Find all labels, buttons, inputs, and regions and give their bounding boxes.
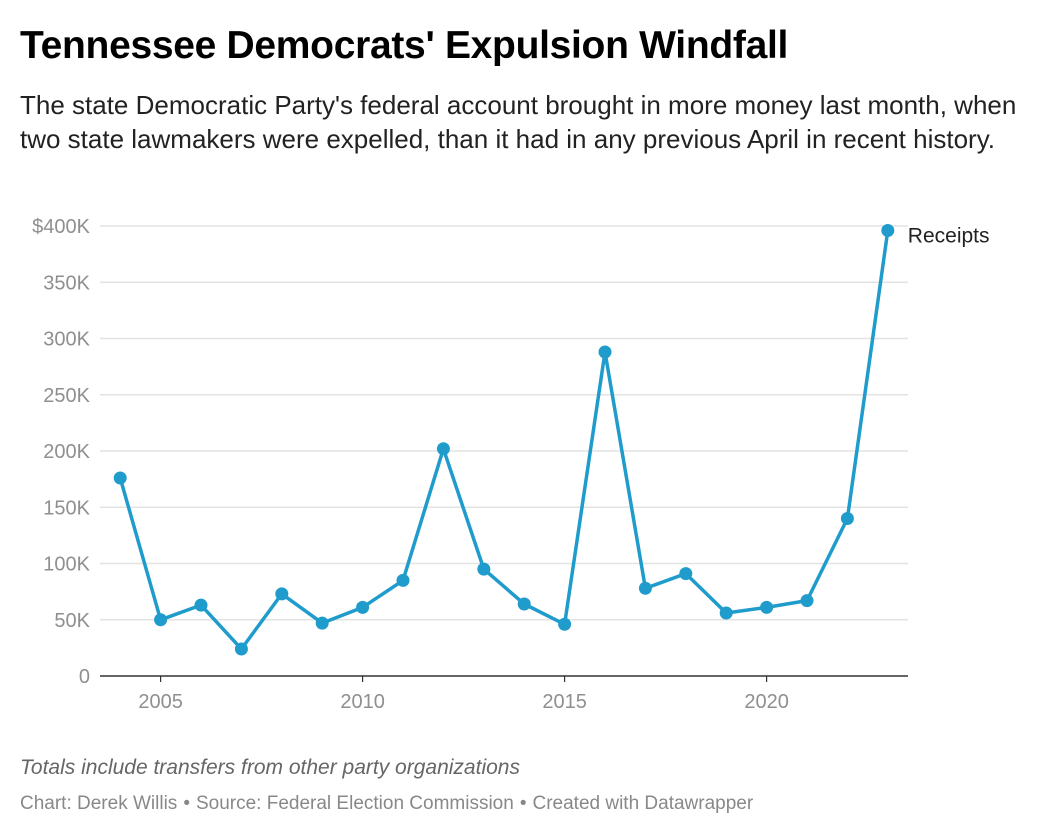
data-point <box>315 616 329 630</box>
y-tick-label: 0 <box>79 666 90 688</box>
data-point <box>194 598 208 612</box>
chart-note: Totals include transfers from other part… <box>20 756 520 779</box>
data-point <box>477 562 491 576</box>
credit-source: Source: Federal Election Commission <box>195 793 514 814</box>
credit-author: Chart: Derek Willis <box>20 793 178 814</box>
chart-subtitle: The state Democratic Party's federal acc… <box>20 90 1017 154</box>
y-tick-label: 250K <box>43 385 90 407</box>
data-point <box>679 567 693 581</box>
data-point <box>558 617 572 631</box>
y-tick-label: 300K <box>43 329 90 351</box>
credit-tool: Created with Datawrapper <box>532 793 754 814</box>
data-point <box>113 471 127 485</box>
data-point <box>760 600 774 614</box>
data-point <box>719 606 733 620</box>
chart-title: Tennessee Democrats' Expulsion Windfall <box>20 24 789 67</box>
x-tick-label: 2010 <box>340 691 385 710</box>
y-tick-label: $400K <box>32 216 90 238</box>
series-labels: Receipts <box>908 225 990 248</box>
data-point <box>154 613 168 627</box>
data-point <box>638 581 652 595</box>
series-receipts <box>113 224 895 656</box>
credit-separator: • <box>183 793 190 814</box>
chart-credits: Chart: Derek Willis • Source: Federal Elec… <box>20 793 753 815</box>
x-tick-label: 2015 <box>542 691 587 710</box>
data-point <box>881 224 895 237</box>
data-point <box>234 642 248 656</box>
y-tick-label: 50K <box>54 610 90 632</box>
x-tick-label: 2020 <box>744 691 789 710</box>
data-point <box>598 345 612 359</box>
y-tick-label: 200K <box>43 441 90 463</box>
data-point <box>275 587 289 601</box>
x-axis-tick-labels: 2005 2010 2015 2020 <box>138 676 789 710</box>
data-point <box>517 597 531 611</box>
series-label: Receipts <box>908 225 990 248</box>
y-axis-tick-labels: 0 50K 100K 150K 200K 250K 300K 350K $400K <box>32 216 90 688</box>
data-point <box>356 600 370 614</box>
data-point <box>436 442 450 456</box>
x-tick-label: 2005 <box>138 691 183 710</box>
y-tick-label: 150K <box>43 497 90 519</box>
data-point <box>840 512 854 525</box>
data-point <box>800 594 814 608</box>
gridlines <box>100 225 908 621</box>
y-tick-label: 100K <box>43 554 90 576</box>
credit-separator: • <box>519 793 527 814</box>
y-tick-label: 350K <box>43 272 90 294</box>
data-point <box>396 573 410 587</box>
series-line <box>118 228 890 651</box>
